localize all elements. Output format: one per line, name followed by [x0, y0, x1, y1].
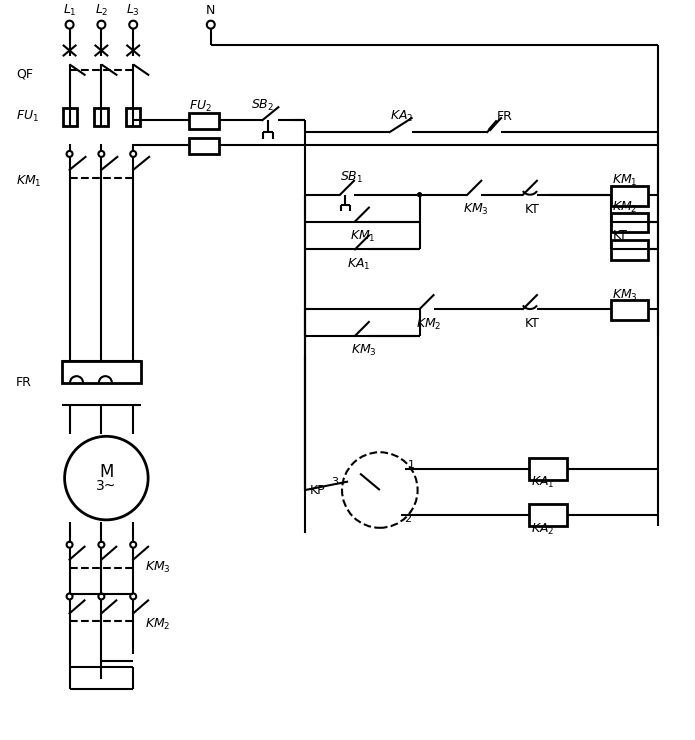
Text: FR: FR [497, 110, 513, 123]
Bar [610, 300, 648, 320]
Text: $KM_1$: $KM_1$ [16, 174, 42, 189]
Text: $KA_2$: $KA_2$ [531, 522, 555, 536]
Bar [63, 108, 76, 126]
Text: 3~: 3~ [96, 479, 117, 493]
Bar [610, 240, 648, 260]
Circle shape [417, 192, 422, 197]
Circle shape [417, 192, 422, 197]
Text: $KM_3$: $KM_3$ [351, 343, 377, 358]
Text: $KM_3$: $KM_3$ [612, 288, 638, 303]
Text: KT: KT [612, 229, 628, 242]
Bar [189, 113, 219, 129]
Text: $L_1$: $L_1$ [63, 3, 76, 18]
Text: $FU_1$: $FU_1$ [16, 109, 39, 124]
Text: $KM_1$: $KM_1$ [350, 229, 376, 244]
Text: M: M [99, 463, 113, 481]
Bar [126, 108, 140, 126]
Text: 3: 3 [331, 477, 338, 486]
Text: $SB_1$: $SB_1$ [340, 170, 363, 185]
Bar [610, 212, 648, 232]
Bar [610, 186, 648, 206]
Text: $SB_2$: $SB_2$ [251, 98, 274, 112]
Text: $KM_2$: $KM_2$ [612, 200, 638, 215]
Text: $L_2$: $L_2$ [95, 3, 108, 18]
Text: QF: QF [16, 68, 33, 81]
Text: 1: 1 [408, 460, 415, 470]
Text: KP: KP [310, 483, 326, 497]
Text: $KM_2$: $KM_2$ [145, 616, 171, 632]
Bar [529, 458, 566, 480]
Bar [189, 138, 219, 154]
Bar [529, 504, 566, 526]
Text: N: N [206, 4, 215, 17]
Text: FR: FR [16, 376, 32, 389]
Text: $KM_1$: $KM_1$ [612, 173, 638, 188]
Bar [95, 108, 108, 126]
Text: $KM_2$: $KM_2$ [416, 317, 441, 332]
Text: $KA_1$: $KA_1$ [531, 475, 555, 491]
Text: $KM_3$: $KM_3$ [464, 202, 489, 217]
Text: KT: KT [525, 203, 540, 216]
Text: $FU_2$: $FU_2$ [189, 98, 212, 114]
Bar [62, 361, 141, 383]
Text: $L_3$: $L_3$ [126, 3, 140, 18]
Text: $KM_3$: $KM_3$ [145, 560, 171, 575]
Text: $KA_2$: $KA_2$ [390, 109, 413, 124]
Text: 2: 2 [404, 514, 411, 524]
Text: KT: KT [525, 317, 540, 331]
Text: $KA_1$: $KA_1$ [347, 257, 370, 272]
